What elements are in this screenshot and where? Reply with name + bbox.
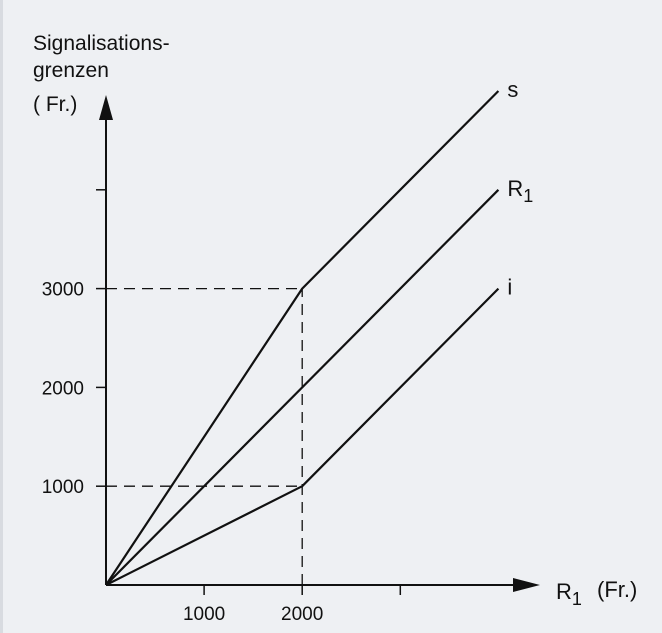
x-axis-unit-label: (Fr.) — [597, 577, 637, 602]
series-line-s — [105, 90, 500, 586]
y-tick-label: 3000 — [42, 280, 84, 301]
series-label-R1: R1 — [507, 176, 533, 206]
x-tick-label: 2000 — [281, 604, 323, 625]
y-tick-label: 2000 — [42, 378, 84, 399]
axes — [96, 95, 540, 595]
x-axis-arrowhead — [513, 578, 540, 592]
x-axis-label-main: R — [556, 579, 572, 604]
chart-labels: Signalisations- grenzen ( Fr.) R1 (Fr.) … — [33, 32, 637, 625]
series-label-i: i — [507, 275, 512, 300]
y-axis-unit-label: ( Fr.) — [33, 93, 77, 116]
y-axis-arrowhead — [99, 95, 113, 120]
y-tick-label: 1000 — [42, 477, 84, 498]
series-lines — [105, 90, 500, 586]
x-tick-label: 1000 — [183, 604, 225, 625]
series-label-s: s — [507, 77, 518, 102]
series-line-i — [105, 287, 500, 586]
x-axis-label-subscript: 1 — [572, 589, 582, 609]
y-axis-label-line-2: grenzen — [33, 59, 109, 82]
y-axis-label-line-1: Signalisations- — [33, 32, 170, 55]
series-line-R1 — [105, 189, 500, 586]
x-axis-label: R1 — [556, 579, 582, 609]
